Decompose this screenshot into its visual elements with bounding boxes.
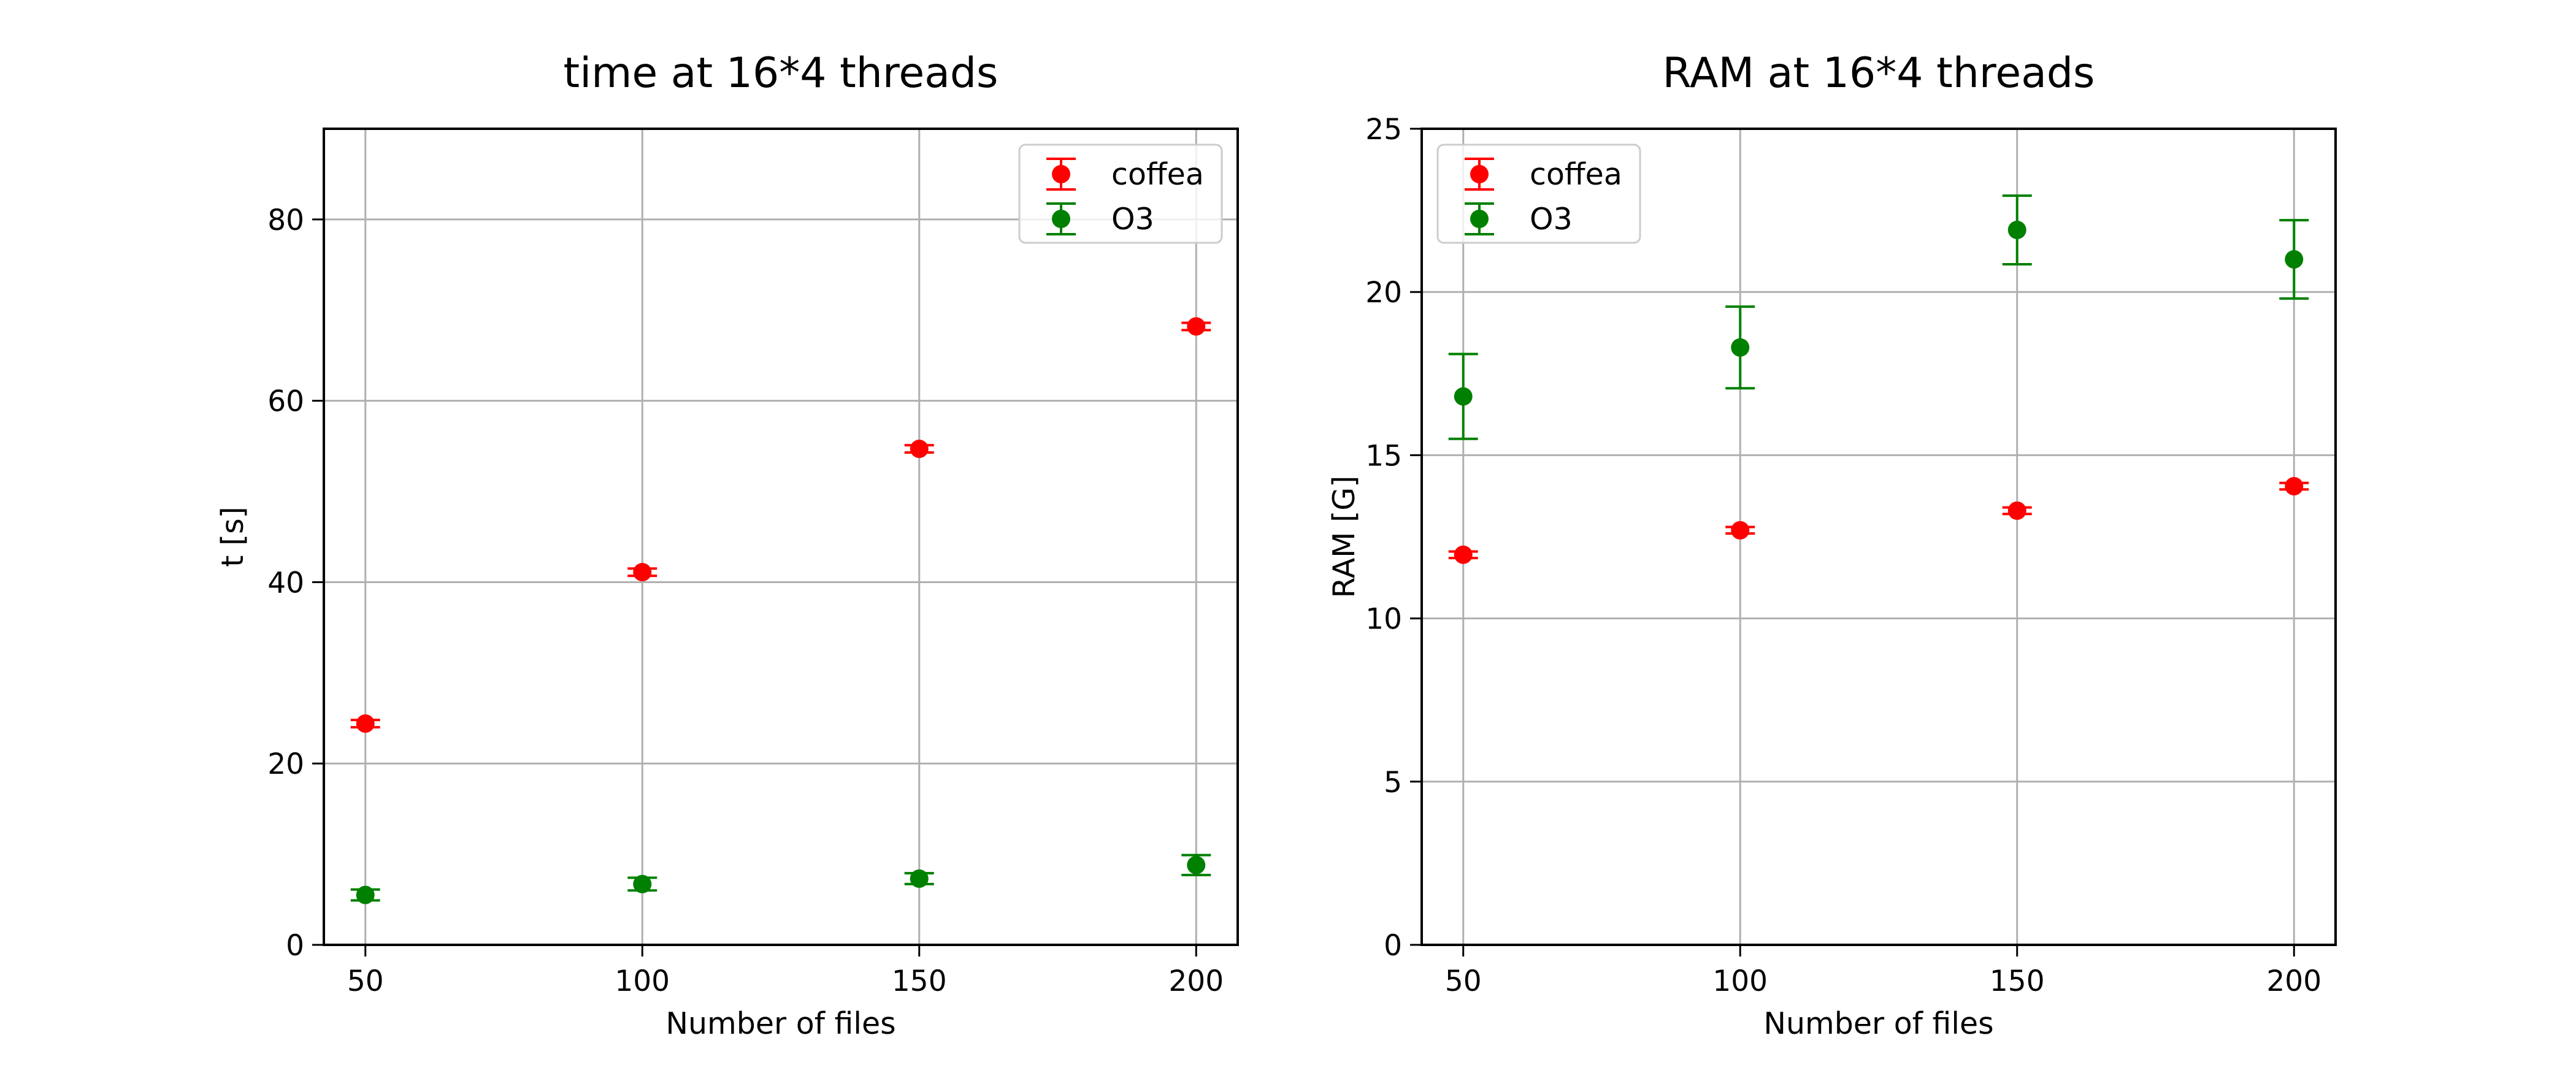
gridlines	[324, 129, 1238, 946]
legend: coffea O3	[1018, 143, 1223, 244]
data-point	[1731, 521, 1750, 540]
data-point	[2007, 221, 2026, 240]
legend-marker	[1052, 210, 1070, 228]
legend-entry-coffea: coffea	[1465, 157, 1622, 192]
data-point	[633, 874, 652, 893]
y-axis-label: RAM [G]	[1327, 476, 1362, 598]
x-tick-label: 200	[2266, 964, 2321, 998]
legend-label: coffea	[1530, 157, 1622, 192]
legend-entry-o3: O3	[1046, 202, 1154, 237]
x-ticks: 50 100 150 200	[1445, 945, 2321, 998]
legend-entry-o3: O3	[1465, 202, 1573, 237]
series-coffea	[350, 317, 1211, 733]
y-tick-label: 0	[1384, 929, 1402, 963]
data-point	[1187, 855, 1206, 874]
legend-entry-coffea: coffea	[1046, 157, 1204, 192]
legend-label: coffea	[1111, 157, 1204, 192]
data-point	[1454, 545, 1473, 564]
data-point	[910, 869, 929, 888]
y-tick-label: 0	[286, 929, 304, 963]
y-tick-label: 25	[1365, 113, 1402, 147]
data-point	[1187, 317, 1206, 336]
x-tick-label: 50	[347, 964, 384, 998]
y-tick-label: 60	[267, 385, 304, 419]
x-tick-label: 100	[615, 964, 670, 998]
x-tick-label: 200	[1168, 964, 1224, 998]
legend-label: O3	[1530, 202, 1573, 237]
x-tick-label: 50	[1445, 964, 1482, 998]
x-ticks: 50 100 150 200	[347, 945, 1224, 998]
y-tick-label: 5	[1384, 766, 1402, 800]
y-axis-label: t [s]	[215, 506, 250, 567]
y-tick-label: 10	[1365, 603, 1402, 636]
data-point	[356, 714, 375, 733]
data-point	[910, 440, 929, 459]
x-tick-label: 150	[892, 964, 947, 998]
y-tick-label: 80	[267, 204, 304, 237]
chart-panel-1: 50 100 150 200 0 20 40 60 80 Number of files t [s]…	[215, 49, 1239, 1041]
series-o3	[350, 853, 1211, 904]
data-point	[1454, 387, 1473, 406]
x-axis-label: Number of files	[665, 1006, 895, 1041]
series-o3	[1448, 194, 2309, 440]
x-tick-label: 100	[1712, 964, 1768, 998]
chart-title: time at 16*4 threads	[564, 49, 999, 97]
y-tick-label: 15	[1365, 439, 1402, 473]
y-tick-label: 20	[267, 747, 304, 781]
data-point	[1731, 338, 1750, 357]
legend-marker	[1470, 210, 1489, 228]
axes-frame	[323, 128, 1239, 946]
y-ticks: 0 20 40 60 80	[267, 204, 324, 963]
legend-label: O3	[1111, 202, 1154, 237]
legend-marker	[1052, 165, 1070, 183]
legend-marker	[1470, 165, 1489, 183]
gridlines	[1422, 128, 2336, 946]
x-tick-label: 150	[1990, 964, 2045, 998]
y-tick-label: 40	[267, 566, 304, 600]
data-point	[633, 563, 652, 582]
y-ticks: 0 5 10 15 20 25	[1365, 113, 1422, 963]
y-tick-label: 20	[1365, 276, 1402, 310]
legend: coffea O3	[1436, 143, 1641, 244]
chart-title: RAM at 16*4 threads	[1663, 49, 2095, 97]
data-point	[2285, 476, 2304, 495]
data-point	[356, 885, 375, 904]
x-axis-label: Number of files	[1763, 1006, 1993, 1041]
axes-frame	[1420, 128, 2337, 946]
data-point	[2285, 250, 2304, 269]
chart-panel-2: 50 100 150 200 0 5 10 15 20 25 Number of files RAM …	[1327, 49, 2337, 1041]
data-point	[2007, 501, 2026, 520]
series-coffea	[1448, 476, 2309, 564]
